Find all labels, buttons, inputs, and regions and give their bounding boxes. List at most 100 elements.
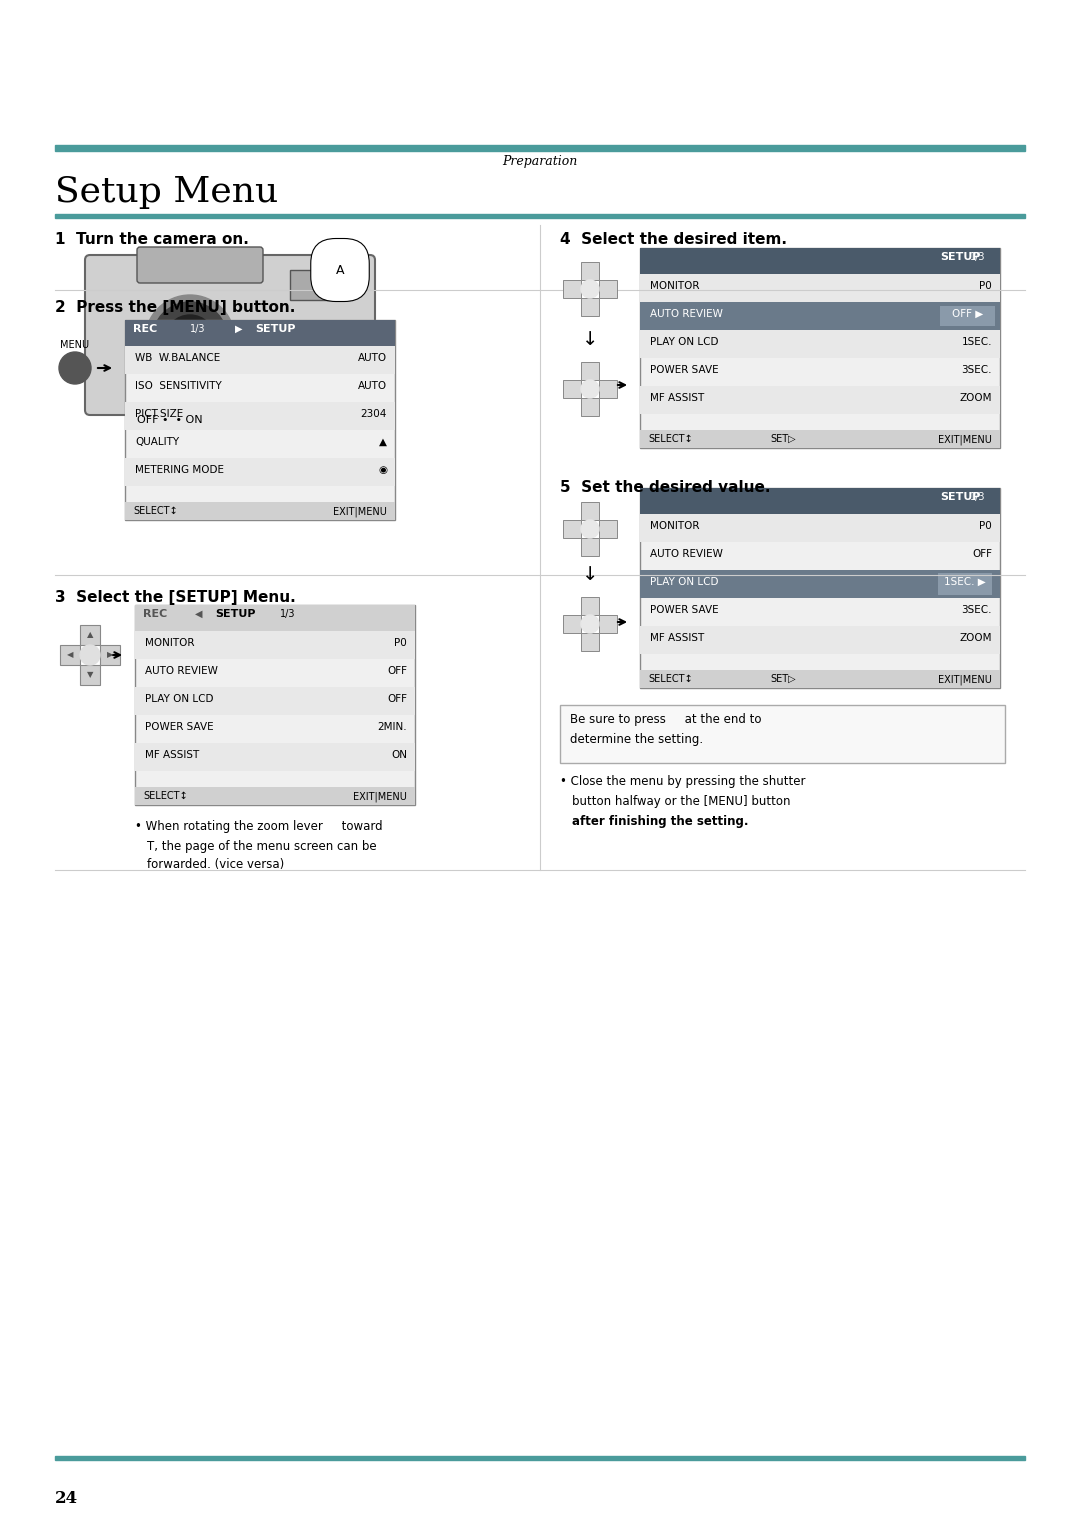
Text: ▲: ▲	[379, 436, 387, 447]
Bar	[135, 604, 415, 806]
Bar	[80, 626, 100, 645]
Text: P0: P0	[980, 281, 993, 291]
Text: P0: P0	[980, 520, 993, 531]
Text: AUTO REVIEW: AUTO REVIEW	[145, 665, 218, 676]
Bar	[55, 145, 1025, 151]
Bar	[60, 645, 80, 665]
Text: • When rotating the zoom lever     toward: • When rotating the zoom lever toward	[135, 819, 382, 833]
Bar	[563, 380, 581, 398]
Text: 5  Set the desired value.: 5 Set the desired value.	[561, 481, 770, 494]
Text: SETUP: SETUP	[215, 609, 256, 620]
Text: 2MIN.: 2MIN.	[377, 722, 407, 732]
Text: button halfway or the [MENU] button: button halfway or the [MENU] button	[572, 795, 791, 807]
Text: ↓: ↓	[582, 330, 598, 349]
Text: ◉: ◉	[378, 465, 387, 475]
Text: A: A	[336, 264, 345, 276]
Bar	[125, 502, 395, 520]
Text: 4  Select the desired item.: 4 Select the desired item.	[561, 232, 787, 247]
Text: determine the setting.: determine the setting.	[570, 732, 703, 746]
Text: EXIT|MENU: EXIT|MENU	[353, 790, 407, 801]
Text: 2  Press the [MENU] button.: 2 Press the [MENU] button.	[55, 301, 295, 314]
Text: 1/3: 1/3	[970, 491, 985, 502]
Bar	[125, 346, 395, 374]
Bar	[80, 665, 100, 685]
Text: 1/3: 1/3	[970, 252, 985, 262]
Circle shape	[59, 353, 91, 385]
Bar	[640, 330, 1000, 359]
Bar	[640, 571, 1000, 598]
Bar	[640, 430, 1000, 449]
Bar	[135, 787, 415, 806]
Bar	[640, 249, 1000, 275]
Text: SETUP: SETUP	[255, 324, 296, 334]
Text: SETUP: SETUP	[940, 252, 981, 262]
Text: PLAY ON LCD: PLAY ON LCD	[650, 577, 718, 588]
Text: METERING MODE: METERING MODE	[135, 465, 224, 475]
Text: SET▷: SET▷	[770, 433, 796, 444]
Circle shape	[152, 302, 228, 378]
Bar	[55, 214, 1025, 218]
Text: POWER SAVE: POWER SAVE	[650, 365, 718, 375]
Text: OFF •  • ON: OFF • • ON	[137, 415, 203, 426]
Text: SELECT↕: SELECT↕	[133, 507, 177, 516]
Bar	[940, 307, 995, 327]
Bar	[640, 514, 1000, 542]
Bar	[640, 249, 1000, 449]
Text: MONITOR: MONITOR	[650, 281, 700, 291]
Bar	[640, 626, 1000, 655]
Bar	[581, 298, 599, 316]
Text: 1SEC. ▶: 1SEC. ▶	[944, 577, 986, 588]
Circle shape	[165, 314, 215, 365]
Bar	[581, 539, 599, 555]
Text: ◀: ◀	[195, 609, 203, 620]
Text: QUALITY: QUALITY	[135, 436, 179, 447]
Bar	[581, 398, 599, 417]
Text: 3  Select the [SETUP] Menu.: 3 Select the [SETUP] Menu.	[55, 591, 296, 604]
Bar	[640, 670, 1000, 688]
Bar	[599, 615, 617, 633]
Bar	[135, 743, 415, 771]
Circle shape	[581, 279, 599, 298]
FancyBboxPatch shape	[145, 427, 168, 446]
Bar	[581, 362, 599, 380]
Circle shape	[581, 615, 599, 633]
Bar	[135, 687, 415, 716]
Text: MONITOR: MONITOR	[650, 520, 700, 531]
Text: ↓: ↓	[582, 565, 598, 584]
Bar	[100, 645, 120, 665]
Bar	[563, 520, 581, 539]
Bar	[599, 279, 617, 298]
Text: EXIT|MENU: EXIT|MENU	[939, 433, 993, 444]
Text: ▼: ▼	[86, 670, 93, 679]
Text: 3SEC.: 3SEC.	[961, 604, 993, 615]
Bar	[599, 380, 617, 398]
Text: AUTO: AUTO	[357, 353, 387, 363]
Text: ZOOM: ZOOM	[959, 394, 993, 403]
Text: Preparation: Preparation	[502, 156, 578, 168]
Text: 1SEC.: 1SEC.	[961, 337, 993, 346]
Bar	[640, 275, 1000, 302]
Text: SELECT↕: SELECT↕	[648, 674, 692, 684]
Text: PICT.SIZE: PICT.SIZE	[135, 409, 184, 420]
Text: MF ASSIST: MF ASSIST	[650, 394, 704, 403]
Text: SELECT↕: SELECT↕	[143, 790, 188, 801]
Text: T, the page of the menu screen can be: T, the page of the menu screen can be	[147, 839, 377, 853]
Bar	[581, 502, 599, 520]
Text: P0: P0	[394, 638, 407, 649]
Text: forwarded. (vice versa): forwarded. (vice versa)	[147, 858, 284, 871]
Text: REC: REC	[143, 609, 167, 620]
Text: POWER SAVE: POWER SAVE	[650, 604, 718, 615]
Bar	[561, 705, 1005, 763]
Circle shape	[581, 520, 599, 539]
Text: after finishing the setting.: after finishing the setting.	[572, 815, 748, 829]
Bar	[581, 597, 599, 615]
FancyBboxPatch shape	[85, 255, 375, 415]
FancyBboxPatch shape	[137, 247, 264, 282]
Bar	[125, 320, 395, 346]
Bar	[939, 572, 993, 595]
Text: 24: 24	[55, 1489, 78, 1508]
Bar	[640, 488, 1000, 688]
Bar	[291, 270, 350, 301]
Circle shape	[581, 380, 599, 398]
Text: MF ASSIST: MF ASSIST	[650, 633, 704, 642]
